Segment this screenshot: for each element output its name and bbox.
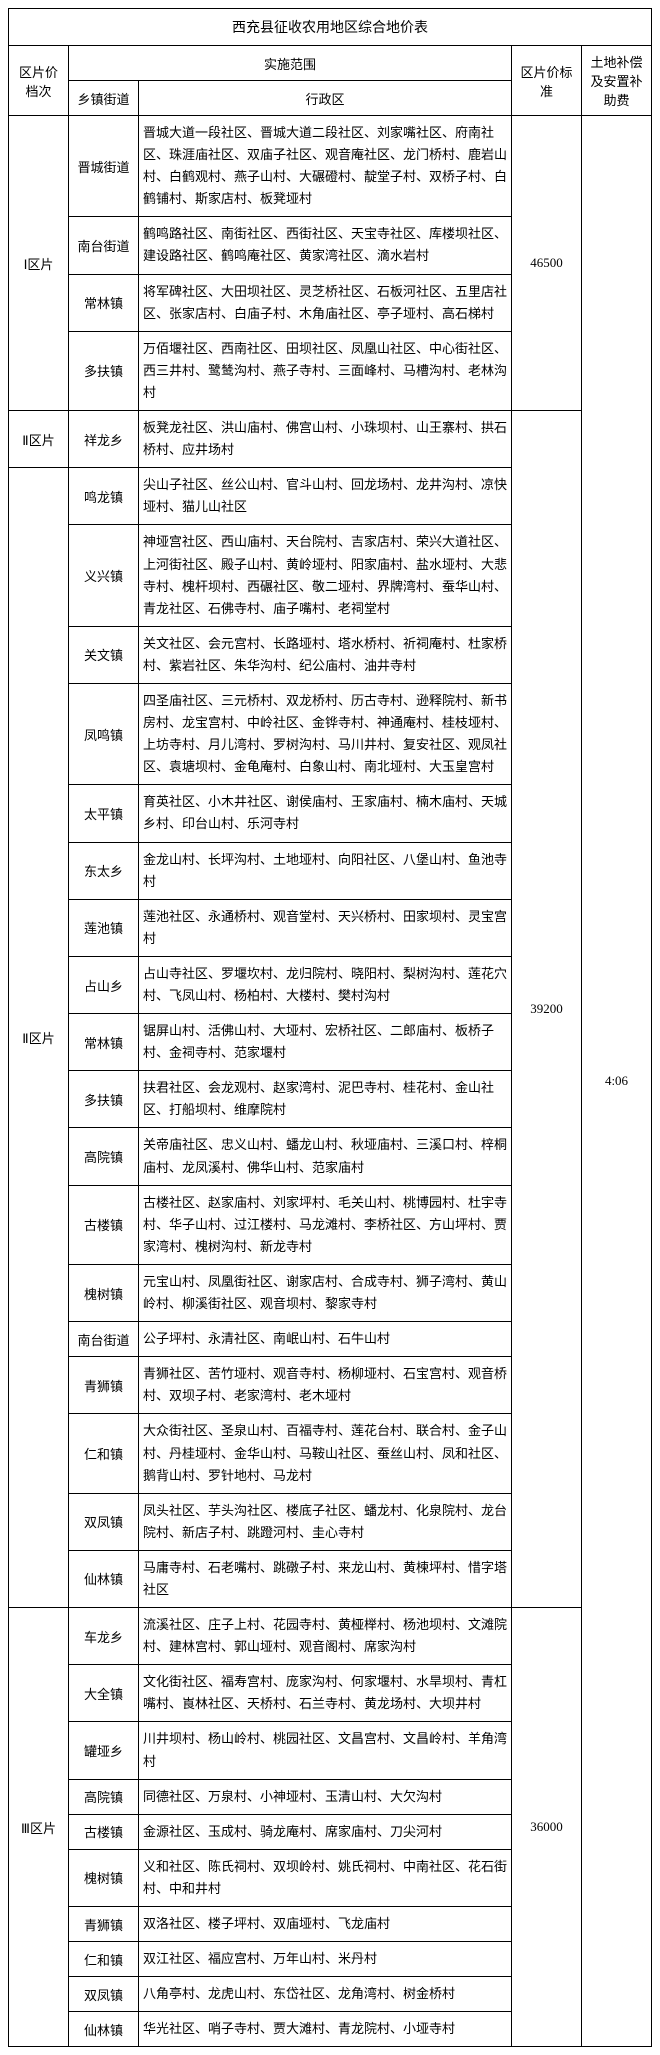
standard-cell: 46500 xyxy=(512,116,582,411)
table-title: 西充县征收农用地区综合地价表 xyxy=(9,9,652,46)
town-cell: 关文镇 xyxy=(69,626,139,683)
district-cell: 同德社区、万泉村、小神垭村、玉清山村、大欠沟村 xyxy=(139,1779,512,1814)
town-cell: 常林镇 xyxy=(69,274,139,331)
town-cell: 常林镇 xyxy=(69,1014,139,1071)
district-cell: 金源社区、玉成村、骑龙庵村、席家庙村、刀尖河村 xyxy=(139,1814,512,1849)
district-cell: 鹤鸣路社区、南街社区、西街社区、天宝寺社区、库楼坝社区、建设路社区、鹤鸣庵社区、… xyxy=(139,217,512,274)
town-cell: 大全镇 xyxy=(69,1665,139,1722)
town-cell: 莲池镇 xyxy=(69,899,139,956)
header-compensation: 土地补偿及安置补助费 xyxy=(582,46,652,116)
town-cell: 高院镇 xyxy=(69,1779,139,1814)
district-cell: 尖山子社区、丝公山村、官斗山村、回龙场村、龙井沟村、凉快垭村、猫儿山社区 xyxy=(139,468,512,525)
area-label: Ⅱ区片 xyxy=(9,411,69,468)
town-cell: 凤鸣镇 xyxy=(69,683,139,784)
area-label: Ⅲ区片 xyxy=(9,1608,69,2047)
area-label: Ⅰ区片 xyxy=(9,116,69,411)
table-row: Ⅱ区片祥龙乡板凳龙社区、洪山庙村、佛宫山村、小珠坝村、山王寨村、拱石桥村、应井场… xyxy=(9,411,652,468)
district-cell: 八角亭村、龙虎山村、东岱社区、龙角湾村、树金桥村 xyxy=(139,1977,512,2012)
district-cell: 公子坪村、永清社区、南岷山村、石牛山村 xyxy=(139,1322,512,1357)
town-cell: 太平镇 xyxy=(69,785,139,842)
district-cell: 占山寺社区、罗堰坎村、龙归院村、晓阳村、梨树沟村、莲花穴村、飞凤山村、杨柏村、大… xyxy=(139,956,512,1013)
district-cell: 锯屏山村、活佛山村、大垭村、宏桥社区、二郎庙村、板桥子村、金祠寺村、范家堰村 xyxy=(139,1014,512,1071)
town-cell: 祥龙乡 xyxy=(69,411,139,468)
standard-cell: 39200 xyxy=(512,411,582,1608)
table-row: 区片价档次实施范围区片价标准土地补偿及安置补助费 xyxy=(9,46,652,81)
district-cell: 板凳龙社区、洪山庙村、佛宫山村、小珠坝村、山王寨村、拱石桥村、应井场村 xyxy=(139,411,512,468)
header-standard: 区片价标准 xyxy=(512,46,582,116)
district-cell: 莲池社区、永通桥村、观音堂村、天兴桥村、田家坝村、灵宝宫村 xyxy=(139,899,512,956)
town-cell: 青狮镇 xyxy=(69,1357,139,1414)
header-town: 乡镇街道 xyxy=(69,81,139,116)
district-cell: 元宝山村、凤凰街社区、谢家店村、合成寺村、狮子湾村、黄山岭村、柳溪街社区、观音坝… xyxy=(139,1264,512,1321)
town-cell: 车龙乡 xyxy=(69,1608,139,1665)
town-cell: 双凤镇 xyxy=(69,1977,139,2012)
town-cell: 东太乡 xyxy=(69,842,139,899)
town-cell: 仁和镇 xyxy=(69,1942,139,1977)
district-cell: 育英社区、小木井社区、谢侯庙村、王家庙村、楠木庙村、天城乡村、印台山村、乐河寺村 xyxy=(139,785,512,842)
town-cell: 仙林镇 xyxy=(69,1550,139,1607)
district-cell: 凤头社区、芋头沟社区、楼底子社区、蟠龙村、化泉院村、龙台院村、新店子村、跳蹬河村… xyxy=(139,1493,512,1550)
district-cell: 流溪社区、庄子上村、花园寺村、黄桠榉村、杨池坝村、文滩院村、建林宫村、郭山垭村、… xyxy=(139,1608,512,1665)
area-label: Ⅱ区片 xyxy=(9,468,69,1608)
district-cell: 华光社区、哨子寺村、贾大滩村、青龙院村、小垭寺村 xyxy=(139,2012,512,2047)
town-cell: 南台街道 xyxy=(69,217,139,274)
header-scope: 实施范围 xyxy=(69,46,512,81)
district-cell: 青狮社区、苦竹垭村、观音寺村、杨柳垭村、石宝宫村、观音桥村、双坝子村、老家湾村、… xyxy=(139,1357,512,1414)
town-cell: 占山乡 xyxy=(69,956,139,1013)
district-cell: 将军碑社区、大田坝社区、灵芝桥社区、石板河社区、五里店社区、张家店村、白庙子村、… xyxy=(139,274,512,331)
district-cell: 马庸寺村、石老嘴村、跳礅子村、来龙山村、黄楝坪村、惜字塔社区 xyxy=(139,1550,512,1607)
town-cell: 青狮镇 xyxy=(69,1907,139,1942)
district-cell: 义和社区、陈氏祠村、双坝岭村、姚氏祠村、中南社区、花石街村、中和井村 xyxy=(139,1849,512,1906)
district-cell: 金龙山村、长坪沟村、土地垭村、向阳社区、八堡山村、鱼池寺村 xyxy=(139,842,512,899)
town-cell: 槐树镇 xyxy=(69,1849,139,1906)
district-cell: 晋城大道一段社区、晋城大道二段社区、刘家嘴社区、府南社区、珠涯庙社区、双庙子社区… xyxy=(139,116,512,217)
town-cell: 多扶镇 xyxy=(69,331,139,410)
district-cell: 川井坝村、杨山岭村、桃园社区、文昌宫村、文昌岭村、羊角湾村 xyxy=(139,1722,512,1779)
town-cell: 南台街道 xyxy=(69,1322,139,1357)
standard-cell: 36000 xyxy=(512,1608,582,2047)
district-cell: 四圣庙社区、三元桥村、双龙桥村、历古寺村、逊释院村、新书房村、龙宝宫村、中岭社区… xyxy=(139,683,512,784)
town-cell: 义兴镇 xyxy=(69,525,139,626)
town-cell: 古楼镇 xyxy=(69,1185,139,1264)
district-cell: 神垭宫社区、西山庙村、天台院村、吉家店村、荣兴大道社区、上河街社区、殿子山村、黄… xyxy=(139,525,512,626)
town-cell: 鸣龙镇 xyxy=(69,468,139,525)
district-cell: 扶君社区、会龙观村、赵家湾村、泥巴寺村、桂花村、金山社区、打船坝村、维摩院村 xyxy=(139,1071,512,1128)
compensation-cell: 4:06 xyxy=(582,116,652,2047)
town-cell: 罐垭乡 xyxy=(69,1722,139,1779)
district-cell: 大众街社区、圣泉山村、百福寺村、莲花台村、联合村、金子山村、丹桂垭村、金华山村、… xyxy=(139,1414,512,1493)
district-cell: 双江社区、福应宫村、万年山村、米丹村 xyxy=(139,1942,512,1977)
header-area: 区片价档次 xyxy=(9,46,69,116)
table-row: Ⅲ区片车龙乡流溪社区、庄子上村、花园寺村、黄桠榉村、杨池坝村、文滩院村、建林宫村… xyxy=(9,1608,652,1665)
town-cell: 槐树镇 xyxy=(69,1264,139,1321)
town-cell: 古楼镇 xyxy=(69,1814,139,1849)
district-cell: 关帝庙社区、忠义山村、蟠龙山村、秋垭庙村、三溪口村、梓桐庙村、龙凤溪村、佛华山村… xyxy=(139,1128,512,1185)
district-cell: 双洛社区、楼子坪村、双庙垭村、飞龙庙村 xyxy=(139,1907,512,1942)
district-cell: 万佰堰社区、西南社区、田坝社区、凤凰山社区、中心街社区、西三井村、鹭鸶沟村、燕子… xyxy=(139,331,512,410)
table-row: 西充县征收农用地区综合地价表 xyxy=(9,9,652,46)
town-cell: 仙林镇 xyxy=(69,2012,139,2047)
town-cell: 仁和镇 xyxy=(69,1414,139,1493)
header-district: 行政区 xyxy=(139,81,512,116)
town-cell: 双凤镇 xyxy=(69,1493,139,1550)
district-cell: 关文社区、会元宫村、长路垭村、塔水桥村、祈祠庵村、杜家桥村、紫岩社区、朱华沟村、… xyxy=(139,626,512,683)
town-cell: 晋城街道 xyxy=(69,116,139,217)
town-cell: 多扶镇 xyxy=(69,1071,139,1128)
district-cell: 文化街社区、福寿宫村、庞家沟村、何家堰村、水旱坝村、青杠嘴村、崀林社区、天桥村、… xyxy=(139,1665,512,1722)
town-cell: 高院镇 xyxy=(69,1128,139,1185)
district-cell: 古楼社区、赵家庙村、刘家坪村、毛关山村、桃博园村、杜宇寺村、华子山村、过江楼村、… xyxy=(139,1185,512,1264)
table-row: Ⅰ区片晋城街道晋城大道一段社区、晋城大道二段社区、刘家嘴社区、府南社区、珠涯庙社… xyxy=(9,116,652,217)
